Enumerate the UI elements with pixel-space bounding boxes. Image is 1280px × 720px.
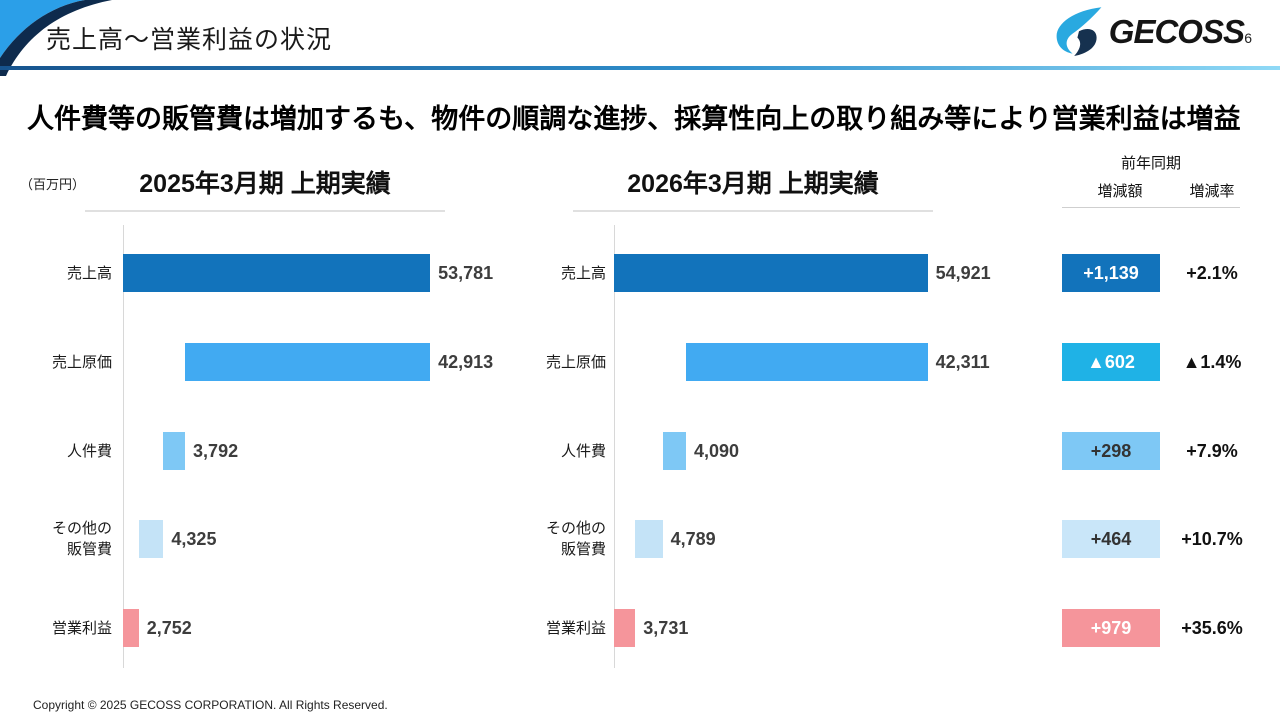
row-label-営業利益: 営業利益 xyxy=(51,620,112,637)
chart-title-2026: 2026年3月期 上期実績 xyxy=(573,164,933,212)
change-amount-badge: +464 xyxy=(1062,520,1160,558)
page-number: 6 xyxy=(1244,30,1252,46)
unit-label: （百万円） xyxy=(20,177,86,192)
bar-value-人件費: 3,792 xyxy=(193,441,239,461)
bar-売上原価 xyxy=(185,343,431,381)
bar-value-売上高: 54,921 xyxy=(935,263,991,283)
change-amount-badge: ▲602 xyxy=(1062,343,1160,381)
gecoss-logo-icon xyxy=(1056,7,1102,56)
key-message: 人件費等の販管費は増加するも、物件の順調な進捗、採算性向上の取り組み等により営業… xyxy=(27,104,1241,134)
bar-value-営業利益: 3,731 xyxy=(643,618,689,638)
bar-value-売上高: 53,781 xyxy=(438,263,494,283)
change-amount-badge: +979 xyxy=(1062,609,1160,647)
bar-value-人件費: 4,090 xyxy=(694,441,740,461)
bar-value-その他の販管費: 4,325 xyxy=(171,529,217,549)
header-divider xyxy=(0,66,1280,70)
row-label-売上原価: 売上原価 xyxy=(51,354,112,371)
page-title: 売上高～営業利益の状況 xyxy=(46,26,333,54)
row-label-その他の販管費: その他の 販管費 xyxy=(51,520,112,558)
comparison-header: 前年同期 xyxy=(1120,155,1181,172)
row-label-売上高: 売上高 xyxy=(66,265,112,282)
row-label-その他の販管費: その他の 販管費 xyxy=(545,520,606,558)
bar-value-その他の販管費: 4,789 xyxy=(670,529,716,549)
bar-売上高 xyxy=(123,254,431,292)
row-label-売上高: 売上高 xyxy=(560,265,606,282)
bar-売上原価 xyxy=(686,343,928,381)
change-rate: +10.7% xyxy=(1181,529,1243,549)
bar-営業利益 xyxy=(123,609,139,647)
change-rate: +7.9% xyxy=(1186,441,1238,461)
bar-人件費 xyxy=(662,432,686,470)
chart-axis-2026 xyxy=(614,225,615,668)
row-label-営業利益: 営業利益 xyxy=(545,620,606,637)
chart-axis-2025 xyxy=(123,225,124,668)
bar-売上高 xyxy=(614,254,928,292)
row-label-人件費: 人件費 xyxy=(66,443,112,460)
chart-title-2025: 2025年3月期 上期実績 xyxy=(85,164,445,212)
row-label-人件費: 人件費 xyxy=(560,443,606,460)
comparison-header-underline xyxy=(1062,207,1240,208)
change-rate: ▲1.4% xyxy=(1182,352,1242,372)
copyright-footer: Copyright © 2025 GECOSS CORPORATION. All… xyxy=(33,698,388,712)
bar-value-営業利益: 2,752 xyxy=(146,618,192,638)
gecoss-logo-text: GECOSS xyxy=(1108,13,1245,50)
bar-value-売上原価: 42,311 xyxy=(935,352,990,372)
gecoss-logo: GECOSS xyxy=(1055,6,1245,58)
change-rate: +35.6% xyxy=(1181,618,1243,638)
comparison-amount-column-header: 増減額 xyxy=(1097,183,1143,200)
change-amount-badge: +1,139 xyxy=(1062,254,1160,292)
bar-人件費 xyxy=(163,432,186,470)
bar-value-売上原価: 42,913 xyxy=(438,352,494,372)
change-amount-badge: +298 xyxy=(1062,432,1160,470)
comparison-rate-column-header: 増減率 xyxy=(1189,183,1235,200)
bar-営業利益 xyxy=(614,609,636,647)
corner-swoosh-decoration xyxy=(0,0,112,76)
bar-その他の販管費 xyxy=(138,520,164,558)
change-rate: +2.1% xyxy=(1186,263,1238,283)
bar-その他の販管費 xyxy=(635,520,663,558)
row-label-売上原価: 売上原価 xyxy=(545,354,606,371)
